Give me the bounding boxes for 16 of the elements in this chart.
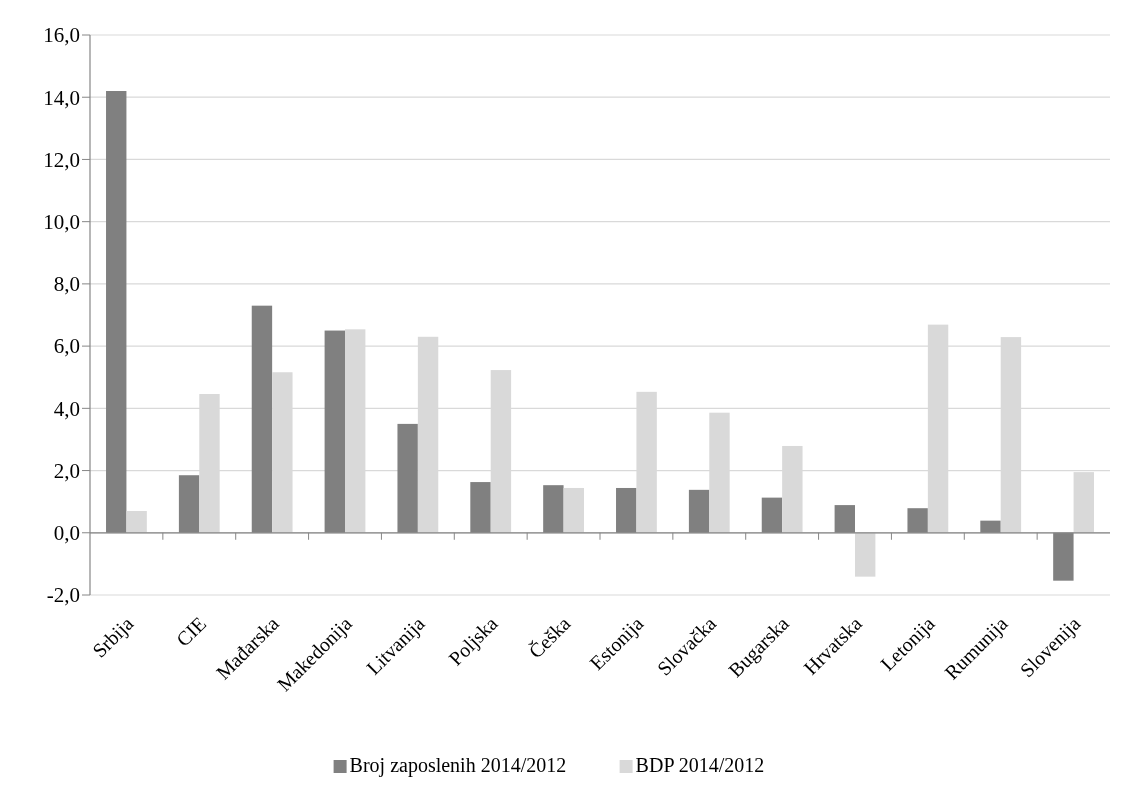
y-tick-label: 2,0 bbox=[53, 458, 80, 483]
y-tick-label: 16,0 bbox=[43, 23, 80, 48]
y-tick-label: 14,0 bbox=[43, 85, 80, 110]
y-tick-label: 4,0 bbox=[53, 396, 80, 421]
bar bbox=[855, 532, 876, 577]
bar bbox=[563, 487, 584, 533]
y-tick-label: 6,0 bbox=[53, 334, 80, 359]
y-tick-label: 12,0 bbox=[43, 147, 80, 172]
legend-label: Broj zaposlenih 2014/2012 bbox=[349, 754, 567, 777]
x-tick-label: CIE bbox=[171, 612, 211, 651]
y-tick-label: -2,0 bbox=[46, 583, 80, 608]
bar bbox=[126, 511, 147, 533]
y-tick-label: 8,0 bbox=[53, 272, 80, 297]
y-tick-label: 0,0 bbox=[53, 521, 80, 546]
legend-label: BDP 2014/2012 bbox=[635, 754, 765, 776]
y-tick-label: 10,0 bbox=[43, 210, 80, 235]
